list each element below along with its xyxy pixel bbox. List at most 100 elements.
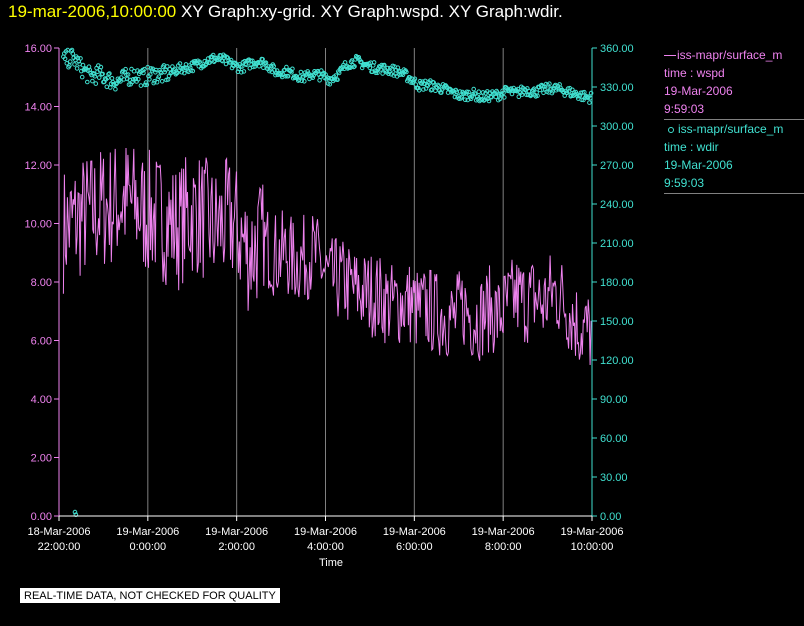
wdir-point xyxy=(517,89,522,94)
wdir-point xyxy=(228,59,233,65)
legend-wspd: iss-mapr/surface_m time : wspd 19-Mar-20… xyxy=(664,46,804,120)
wdir-point xyxy=(218,53,224,59)
wdir-point xyxy=(224,54,230,60)
wdir-point xyxy=(332,77,338,82)
wdir-point xyxy=(239,70,244,75)
wdir-point xyxy=(228,57,234,63)
quality-notice: REAL-TIME DATA, NOT CHECKED FOR QUALITY xyxy=(20,588,280,603)
wdir-point xyxy=(582,89,587,95)
line-swatch-icon xyxy=(664,55,676,57)
wdir-outlier-point xyxy=(72,509,78,515)
right-tick-label: 180.00 xyxy=(600,277,634,289)
wdir-point xyxy=(359,65,365,71)
wdir-point xyxy=(85,79,90,85)
wdir-point xyxy=(147,77,152,82)
wdir-point xyxy=(79,74,85,80)
left-tick-label: 14.00 xyxy=(24,102,52,114)
wdir-point xyxy=(285,73,291,79)
legend-wdir-date: 19-Mar-2006 xyxy=(664,158,733,172)
left-tick-label: 16.00 xyxy=(24,43,52,55)
wdir-point xyxy=(68,59,73,64)
wdir-point xyxy=(142,66,147,72)
wdir-point xyxy=(100,71,105,77)
time-tick-time: 6:00:00 xyxy=(396,541,433,553)
wdir-point xyxy=(98,64,104,70)
time-tick-date: 19-Mar-2006 xyxy=(205,526,268,538)
wdir-point xyxy=(142,82,148,88)
wdir-point xyxy=(152,79,157,84)
wdir-point xyxy=(107,71,112,76)
wdir-point xyxy=(497,96,503,102)
x-axis-label: Time xyxy=(319,557,343,569)
wdir-point xyxy=(158,69,163,75)
right-tick-label: 360.00 xyxy=(600,43,634,55)
wdir-point xyxy=(501,90,506,96)
legend-wdir-source: iss-mapr/surface_m xyxy=(664,120,804,138)
wdir-point xyxy=(284,64,289,70)
time-tick-date: 19-Mar-2006 xyxy=(383,526,446,538)
wdir-point xyxy=(553,82,558,88)
time-tick-date: 19-Mar-2006 xyxy=(472,526,535,538)
wdir-point xyxy=(352,64,357,69)
wdir-series-points xyxy=(61,47,594,518)
right-tick-label: 30.00 xyxy=(600,472,628,484)
right-tick-label: 240.00 xyxy=(600,199,634,211)
wdir-point xyxy=(123,66,128,72)
wdir-point xyxy=(143,80,149,85)
wdir-point xyxy=(113,86,118,92)
wdir-point xyxy=(109,76,115,81)
wdir-point xyxy=(502,95,507,100)
wdir-point xyxy=(436,83,442,89)
wdir-point xyxy=(588,90,594,96)
time-tick-date: 18-Mar-2006 xyxy=(28,526,91,538)
legend-wdir: iss-mapr/surface_m time : wdir 19-Mar-20… xyxy=(664,120,804,194)
wdir-point xyxy=(568,94,574,99)
legend-wspd-time: 9:59:03 xyxy=(664,102,705,116)
wdir-point xyxy=(238,64,243,69)
wdir-point xyxy=(78,56,83,61)
right-tick-label: 150.00 xyxy=(600,316,634,328)
wdir-point xyxy=(412,76,418,82)
wdir-point xyxy=(471,86,477,92)
legend-divider xyxy=(664,119,804,120)
wdir-point xyxy=(106,72,111,77)
left-tick-label: 8.00 xyxy=(31,277,52,289)
legend-wdir-variable: time : wdir xyxy=(664,140,719,154)
wdir-point xyxy=(476,89,482,94)
wdir-point xyxy=(290,66,295,72)
wdir-point xyxy=(92,74,98,79)
wdir-point xyxy=(356,55,362,60)
wdir-point xyxy=(380,71,385,76)
wdir-point xyxy=(172,66,178,72)
left-tick-label: 12.00 xyxy=(24,160,52,172)
wdir-point xyxy=(547,81,552,86)
wdir-point xyxy=(190,68,196,74)
wdir-point xyxy=(177,61,183,66)
wdir-point xyxy=(144,82,150,88)
wdir-point xyxy=(416,85,421,91)
wdir-point xyxy=(138,83,144,88)
time-tick-date: 19-Mar-2006 xyxy=(294,526,357,538)
time-tick-time: 8:00:00 xyxy=(485,541,522,553)
wdir-point xyxy=(310,75,316,80)
left-tick-label: 0.00 xyxy=(31,511,52,523)
wdir-point xyxy=(283,74,288,79)
time-tick-date: 19-Mar-2006 xyxy=(116,526,179,538)
time-axis-ticks: 18-Mar-2006 22:00:00 19-Mar-2006 0:00:00 19-… xyxy=(28,516,623,553)
circle-swatch-icon xyxy=(668,126,674,133)
wdir-point xyxy=(207,60,213,65)
wdir-point xyxy=(70,51,76,56)
wdir-point xyxy=(531,86,537,91)
wdir-point xyxy=(153,70,158,75)
wdir-point xyxy=(371,60,377,65)
wdir-point xyxy=(96,75,102,80)
wdir-point xyxy=(210,52,216,58)
wdir-point xyxy=(302,79,307,84)
wdir-point xyxy=(93,81,99,86)
right-tick-label: 90.00 xyxy=(600,394,628,406)
wdir-point xyxy=(252,64,258,69)
wdir-point xyxy=(225,55,230,61)
wdir-point xyxy=(64,61,70,66)
time-tick-time: 10:00:00 xyxy=(571,541,614,553)
